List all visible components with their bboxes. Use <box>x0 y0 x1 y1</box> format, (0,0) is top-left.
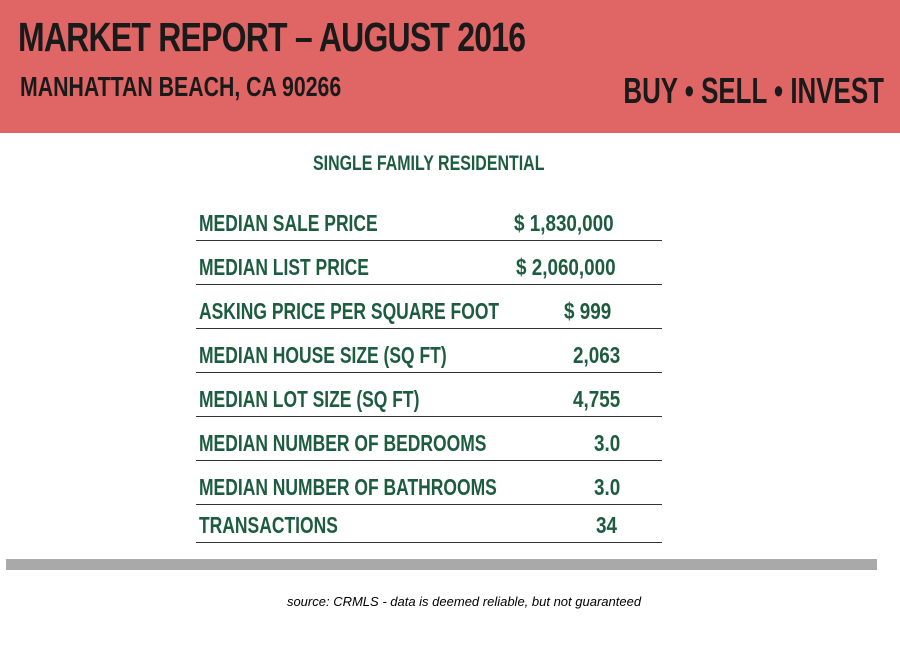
stat-value: 3.0 <box>594 474 621 500</box>
stats-table: MEDIAN SALE PRICE $ 1,830,000 MEDIAN LIS… <box>196 197 662 543</box>
stat-row-median-house-size: MEDIAN HOUSE SIZE (SQ FT) 2,063 <box>196 329 662 373</box>
stat-value: 2,063 <box>573 342 621 368</box>
stat-row-median-lot-size: MEDIAN LOT SIZE (SQ FT) 4,755 <box>196 373 662 417</box>
stat-row-asking-price-per-sqft: ASKING PRICE PER SQUARE FOOT $ 999 <box>196 285 662 329</box>
stat-value: $ 1,830,000 <box>514 210 614 236</box>
location-subtitle: MANHATTAN BEACH, CA 90266 <box>20 71 342 102</box>
header-banner: MARKET REPORT – AUGUST 2016 MANHATTAN BE… <box>0 0 900 133</box>
stat-label: MEDIAN SALE PRICE <box>199 210 378 236</box>
stat-row-transactions: TRANSACTIONS 34 <box>196 505 662 543</box>
stat-label: MEDIAN LOT SIZE (SQ FT) <box>199 386 420 412</box>
stat-row-median-list-price: MEDIAN LIST PRICE $ 2,060,000 <box>196 241 662 285</box>
stat-value: $ 999 <box>564 298 612 324</box>
tagline: BUY • SELL • INVEST <box>623 70 884 111</box>
stat-row-median-sale-price: MEDIAN SALE PRICE $ 1,830,000 <box>196 197 662 241</box>
stat-row-median-bathrooms: MEDIAN NUMBER OF BATHROOMS 3.0 <box>196 461 662 505</box>
stat-label: ASKING PRICE PER SQUARE FOOT <box>199 298 500 324</box>
stat-value: 4,755 <box>573 386 621 412</box>
report-title: MARKET REPORT – AUGUST 2016 <box>18 14 526 60</box>
source-note: source: CRMLS - data is deemed reliable,… <box>286 594 642 609</box>
stat-label: MEDIAN NUMBER OF BEDROOMS <box>199 430 487 456</box>
stat-label: MEDIAN HOUSE SIZE (SQ FT) <box>199 342 447 368</box>
stat-value: 34 <box>596 512 617 538</box>
stat-label: MEDIAN LIST PRICE <box>199 254 369 280</box>
stat-label: MEDIAN NUMBER OF BATHROOMS <box>199 474 497 500</box>
stat-label: TRANSACTIONS <box>199 512 338 538</box>
section-heading: SINGLE FAMILY RESIDENTIAL <box>313 152 545 175</box>
stat-value: $ 2,060,000 <box>516 254 616 280</box>
gray-divider-bar <box>6 559 877 570</box>
stat-row-median-bedrooms: MEDIAN NUMBER OF BEDROOMS 3.0 <box>196 417 662 461</box>
stat-value: 3.0 <box>594 430 621 456</box>
